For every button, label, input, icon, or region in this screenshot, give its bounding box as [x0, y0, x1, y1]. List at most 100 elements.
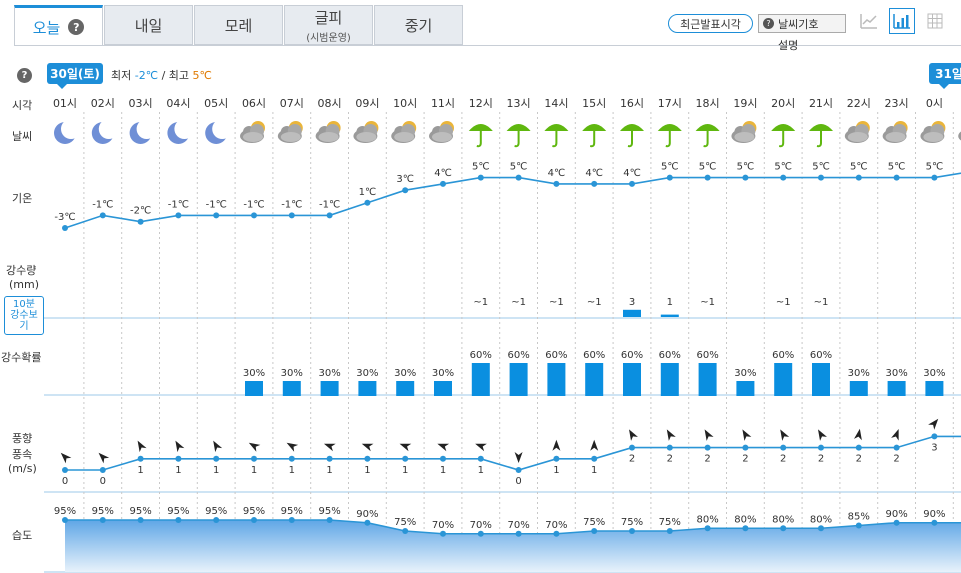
prob-label: 30% [318, 368, 340, 379]
wind-arrow-icon [704, 429, 714, 441]
bar-chart-icon[interactable] [889, 8, 915, 34]
hour-label: 19시 [733, 97, 757, 110]
humidity-label: 95% [205, 506, 227, 517]
temp-point [477, 174, 484, 181]
wind-arrow-icon [437, 443, 450, 452]
prob-label: 30% [281, 368, 303, 379]
hour-label: 13시 [507, 97, 531, 110]
hour-label: 11시 [431, 97, 455, 110]
humidity-point [818, 525, 824, 532]
cloud-icon [315, 121, 341, 143]
prob-label: 60% [772, 350, 794, 361]
precip-label: ~1 [700, 297, 715, 308]
hour-label: 17시 [658, 97, 682, 110]
wind-point [288, 455, 295, 462]
humidity-point [742, 525, 749, 532]
label-weather: 날씨 [12, 130, 33, 143]
hour-label: 05시 [204, 97, 228, 110]
tab-day-after[interactable]: 모레 [194, 5, 283, 45]
temp-point [515, 174, 522, 181]
date-badge-today: 30일(토) [47, 63, 103, 89]
humidity-label: 75% [394, 517, 416, 528]
humidity-point [440, 530, 446, 537]
max-value: 5℃ [192, 69, 212, 82]
prob-label: 30% [394, 368, 416, 379]
humidity-point [213, 517, 220, 523]
humidity-point [62, 517, 68, 523]
label-time: 시각 [12, 99, 33, 112]
umbrella-icon [771, 124, 796, 148]
wind-point [931, 433, 938, 440]
weather-symbol-button[interactable]: ? 날씨기호 [758, 14, 846, 33]
prob-bar [698, 363, 717, 396]
tab-third-day[interactable]: 글피 (시범운영) [284, 5, 373, 45]
table-grid-icon[interactable] [922, 8, 948, 34]
wind-arrow-icon [628, 429, 638, 441]
temp-label: -3℃ [54, 212, 75, 223]
help-icon[interactable]: ? [68, 19, 85, 35]
tab-today[interactable]: 오늘? [14, 5, 103, 46]
temp-point [742, 174, 749, 181]
ten-minute-precip-button[interactable]: 10분강수보기 [4, 296, 44, 335]
prob-bar [320, 381, 339, 396]
tab-label: 오늘 [32, 18, 61, 37]
humidity-point [704, 525, 711, 532]
tab-tomorrow[interactable]: 내일 [104, 5, 193, 45]
hour-label: 03시 [129, 97, 153, 110]
wind-speed-label: 1 [553, 465, 559, 476]
precip-label: ~1 [814, 297, 829, 308]
cloud-icon [391, 121, 417, 143]
temp-point [780, 174, 787, 181]
temp-label: 5℃ [661, 162, 679, 173]
wind-arrow-icon [399, 443, 412, 452]
label-precip-unit: (mm) [9, 278, 40, 291]
umbrella-icon [620, 124, 644, 148]
temp-point [855, 174, 862, 181]
humidity-label: 80% [810, 514, 832, 525]
hour-label: 22시 [847, 97, 871, 110]
wind-arrow-icon [552, 439, 561, 451]
prob-label: 60% [810, 350, 832, 361]
min-max-temp: 최저 -2℃ / 최고 5℃ [111, 67, 212, 83]
humidity-label: 95% [318, 506, 340, 517]
wind-speed-label: 1 [137, 465, 143, 476]
precip-label: ~1 [511, 297, 526, 308]
temp-label: 5℃ [472, 162, 490, 173]
wind-speed-label: 1 [175, 465, 181, 476]
line-chart-icon[interactable] [856, 8, 882, 34]
moon-icon [167, 119, 195, 144]
wind-arrow-icon [590, 439, 599, 451]
humidity-label: 95% [54, 506, 76, 517]
cloud-icon [429, 121, 454, 143]
temp-point [553, 180, 560, 187]
wind-point [893, 444, 900, 451]
wind-speed-label: 1 [591, 465, 597, 476]
temp-label: -2℃ [130, 206, 151, 217]
wind-point [855, 444, 862, 451]
umbrella-icon [468, 124, 493, 148]
wind-point [553, 455, 560, 462]
wind-point [251, 455, 257, 462]
recent-release-button[interactable]: 최근발표시각 [668, 14, 753, 33]
temp-label: 5℃ [812, 162, 830, 173]
hour-label: 12시 [469, 97, 493, 110]
temp-point [213, 212, 220, 219]
hour-label: 01시 [53, 97, 77, 110]
min-value: -2℃ [134, 69, 159, 82]
temp-point [99, 212, 106, 219]
humidity-point [364, 519, 371, 526]
tabs-divider [14, 45, 961, 46]
tab-midterm[interactable]: 중기 [374, 5, 463, 45]
help-icon[interactable]: ? [17, 68, 32, 83]
prob-bar [547, 363, 566, 396]
humidity-label: 95% [281, 506, 303, 517]
tab-label: 모레 [224, 16, 253, 35]
wind-arrow-icon [514, 452, 523, 463]
humidity-point [477, 530, 484, 537]
prob-bar [849, 381, 868, 396]
wind-speed-label: 1 [289, 465, 295, 476]
wind-point [402, 455, 409, 462]
wind-arrow-icon [248, 442, 261, 452]
hour-label: 23시 [885, 97, 909, 110]
